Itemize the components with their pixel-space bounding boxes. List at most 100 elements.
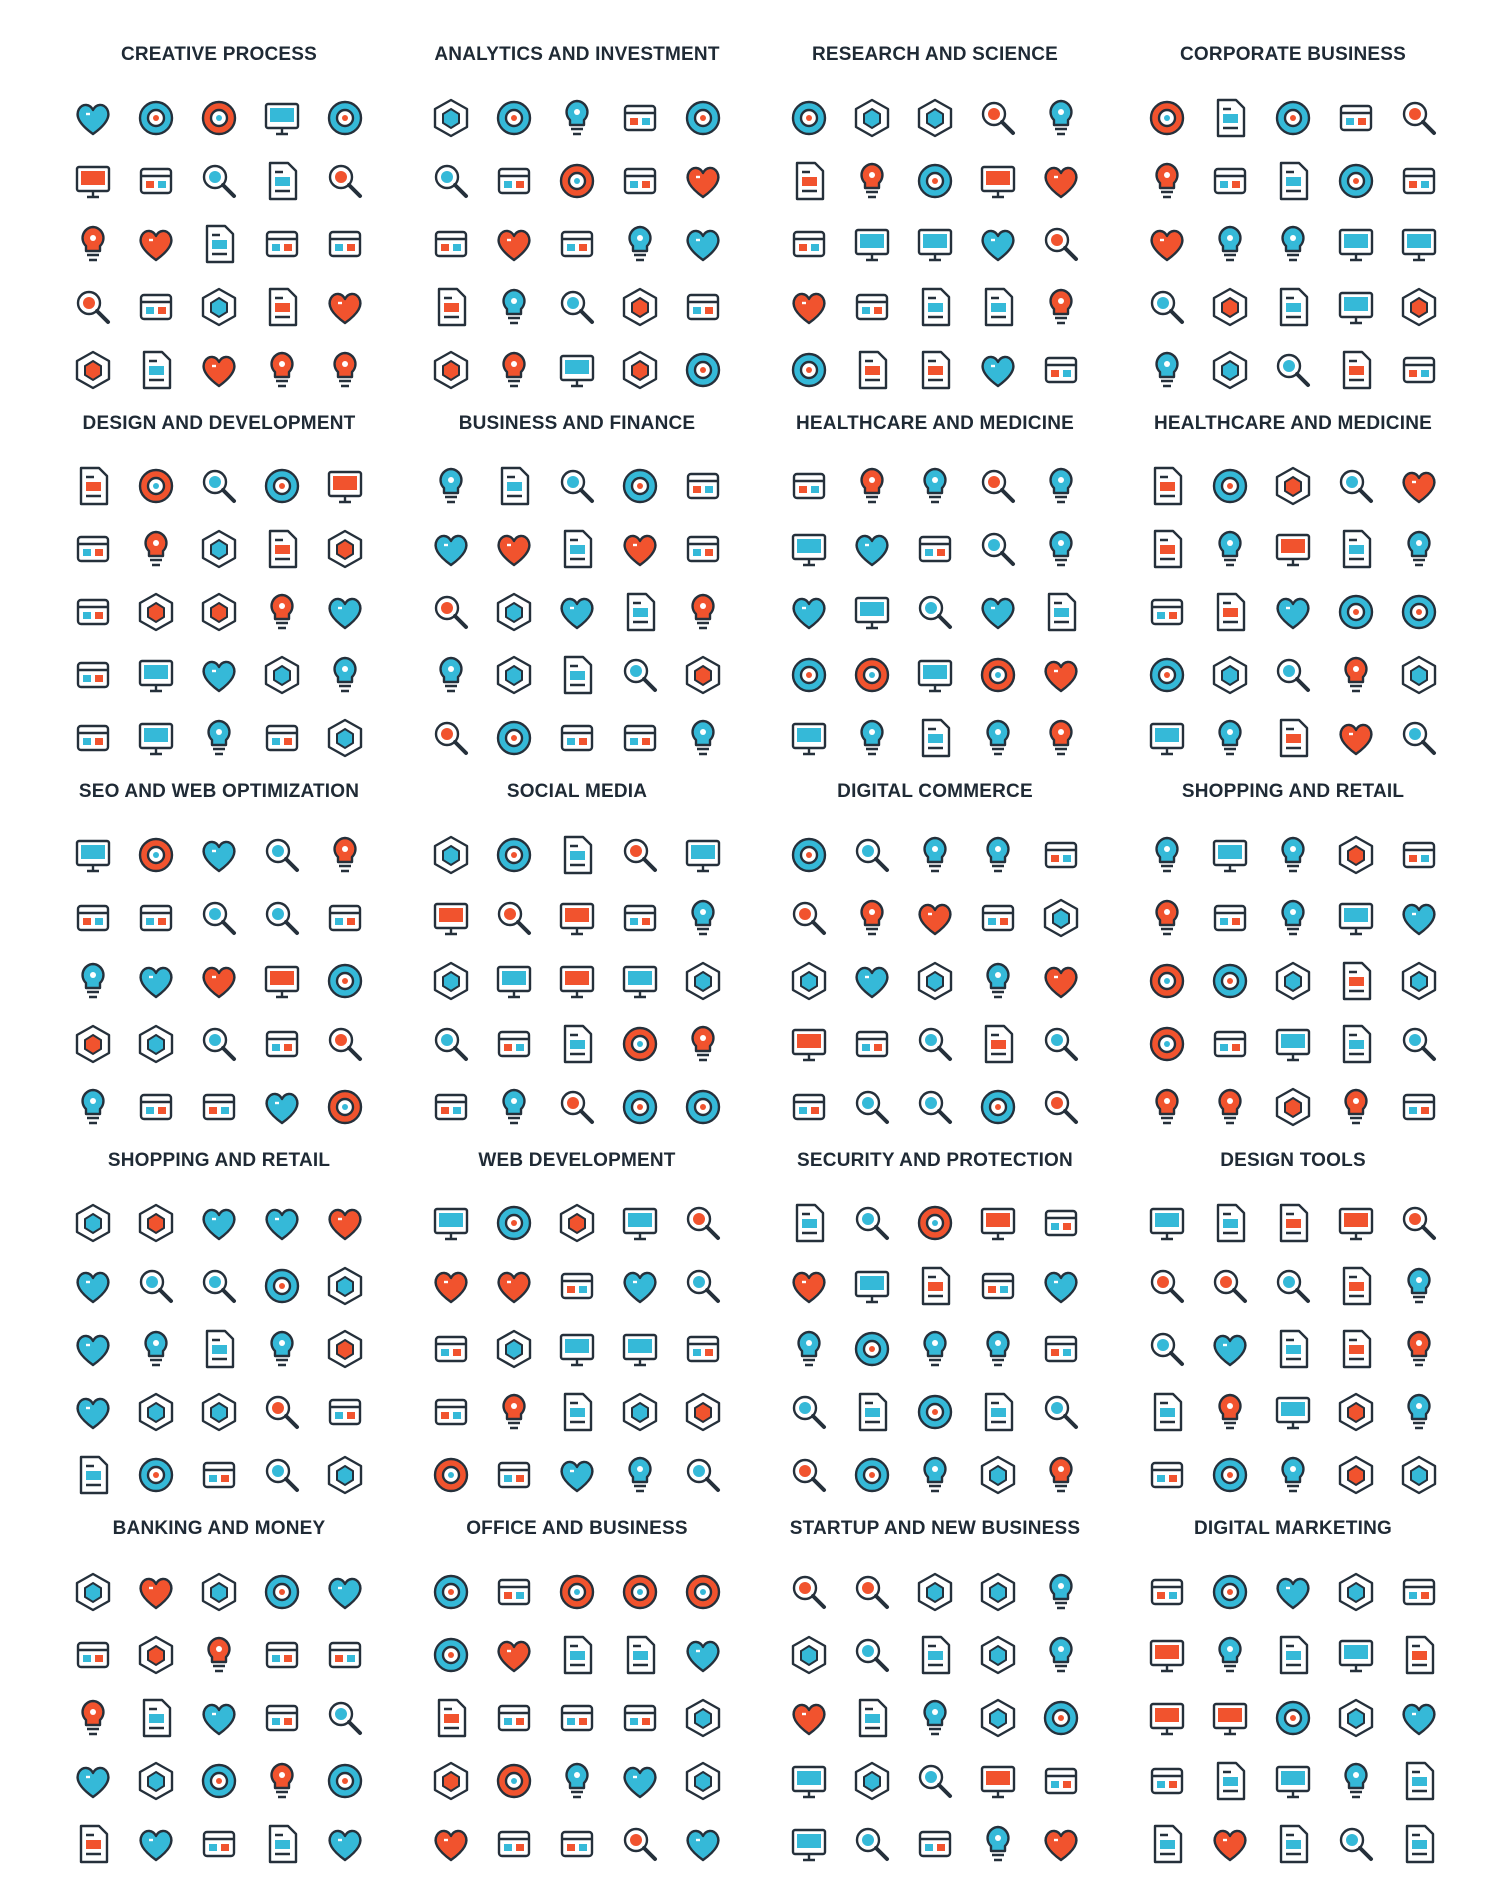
- icon-section: DESIGN TOOLS: [1114, 1140, 1472, 1509]
- gift-card-icon: [251, 1444, 314, 1507]
- push-pin-icon: [546, 1623, 609, 1686]
- document-key-icon: [1262, 1812, 1325, 1875]
- at-sign-icon: [251, 581, 314, 644]
- computer-mouse-icon: [672, 1560, 735, 1623]
- chip-dollar-icon: [967, 1012, 1030, 1075]
- balance-person-icon: [1325, 275, 1388, 338]
- euro-coin-icon: [62, 1560, 125, 1623]
- icon-section: SHOPPING AND RETAIL: [40, 1140, 398, 1509]
- layers-icon: [1136, 1192, 1199, 1255]
- bandage-icon: [904, 581, 967, 644]
- discount-badge-icon: [188, 1192, 251, 1255]
- magnifier-icon: [1199, 1318, 1262, 1381]
- link-icon: [546, 823, 609, 886]
- credit-card-icon: [314, 1623, 377, 1686]
- box-icon: [1325, 949, 1388, 1012]
- hand-coins-icon: [188, 1749, 251, 1812]
- umbrella-money-icon: [62, 1749, 125, 1812]
- compass-icon: [125, 581, 188, 644]
- icon-grid: [62, 86, 377, 401]
- domain-icon: [672, 1381, 735, 1444]
- medicine-bottle-icon: [904, 518, 967, 581]
- monitor-pulse-icon: [904, 644, 967, 707]
- heart-icon: [420, 886, 483, 949]
- brain-icon: [967, 455, 1030, 518]
- dental-implant-icon: [1136, 581, 1199, 644]
- pill-icon: [778, 518, 841, 581]
- clock-24-icon: [967, 886, 1030, 949]
- presentation-board-icon: [609, 1623, 672, 1686]
- chat-keyboard-icon: [1325, 1749, 1388, 1812]
- filing-cabinet-icon: [609, 1560, 672, 1623]
- coffee-mug-icon: [251, 275, 314, 338]
- section-title: CREATIVE PROCESS: [120, 44, 318, 65]
- helicopter-icon: [1136, 707, 1199, 770]
- document-frame-icon: [546, 1560, 609, 1623]
- form-window-icon: [546, 1255, 609, 1318]
- calculator-icon: [1030, 1012, 1093, 1075]
- cube-icon: [1136, 1381, 1199, 1444]
- devices-icon: [672, 1192, 735, 1255]
- mail-icon: [672, 1623, 735, 1686]
- banknote-icon: [125, 1749, 188, 1812]
- layout-document-icon: [251, 455, 314, 518]
- chess-piece-icon: [420, 149, 483, 212]
- open-sign-icon: [125, 1318, 188, 1381]
- video-player-icon: [314, 1012, 377, 1075]
- wallet-icon: [314, 1444, 377, 1507]
- paper-plane-icon: [483, 949, 546, 1012]
- money-plant-icon: [546, 86, 609, 149]
- anchor-icon: [314, 1075, 377, 1138]
- icon-section: SEO AND WEB OPTIMIZATION: [40, 771, 398, 1140]
- shield-dollar-icon: [609, 212, 672, 275]
- band-aid-icon: [1388, 1255, 1451, 1318]
- stopwatch-target-icon: [314, 823, 377, 886]
- basket-icon: [1030, 949, 1093, 1012]
- printer-icon: [420, 1686, 483, 1749]
- rocket-icon: [778, 1623, 841, 1686]
- eye-icon: [188, 949, 251, 1012]
- box-arrows-icon: [778, 1686, 841, 1749]
- document-dollar-icon: [967, 1749, 1030, 1812]
- location-pins-icon: [62, 1623, 125, 1686]
- section-title: DIGITAL MARKETING: [1194, 1518, 1392, 1540]
- head-gears-icon: [672, 275, 735, 338]
- wallet-icon: [251, 1623, 314, 1686]
- bomb-icon: [904, 1444, 967, 1507]
- dna-icon: [841, 149, 904, 212]
- laptop-cursor-icon: [672, 1318, 735, 1381]
- shopping-bag-icon: [967, 823, 1030, 886]
- signpost-icon: [1030, 1686, 1093, 1749]
- office-chair-icon: [420, 1749, 483, 1812]
- employee-icon: [1388, 86, 1451, 149]
- scales-icon: [483, 275, 546, 338]
- org-chart-icon: [1199, 149, 1262, 212]
- barcode-icon: [125, 1192, 188, 1255]
- toothbrush-icon: [1388, 707, 1451, 770]
- clapperboard-icon: [314, 212, 377, 275]
- gift-receipt-icon: [1199, 1012, 1262, 1075]
- eye-dollar-icon: [1388, 1623, 1451, 1686]
- sitemap-board-icon: [672, 1255, 735, 1318]
- money-cards-icon: [778, 823, 841, 886]
- icon-grid: [62, 1560, 377, 1875]
- monitor-card-icon: [841, 823, 904, 886]
- stopwatch-icon: [62, 1381, 125, 1444]
- lifebuoy-icon: [1030, 1192, 1093, 1255]
- spy-icon: [904, 1381, 967, 1444]
- trophy-icon: [672, 707, 735, 770]
- microscope-icon: [904, 86, 967, 149]
- devices-icon: [125, 644, 188, 707]
- wheelchair-icon: [1136, 644, 1199, 707]
- documents-glasses-icon: [483, 338, 546, 401]
- coffee-icon: [609, 1812, 672, 1875]
- letter-a-compass-icon: [62, 275, 125, 338]
- icon-section: WEB DEVELOPMENT: [398, 1140, 756, 1509]
- currency-exchange-icon: [188, 1560, 251, 1623]
- selection-tool-icon: [1388, 1192, 1451, 1255]
- telephone-icon: [483, 1749, 546, 1812]
- color-circles-icon: [62, 455, 125, 518]
- apple-icon: [967, 707, 1030, 770]
- stethoscope-icon: [967, 518, 1030, 581]
- nurse-icon: [1199, 707, 1262, 770]
